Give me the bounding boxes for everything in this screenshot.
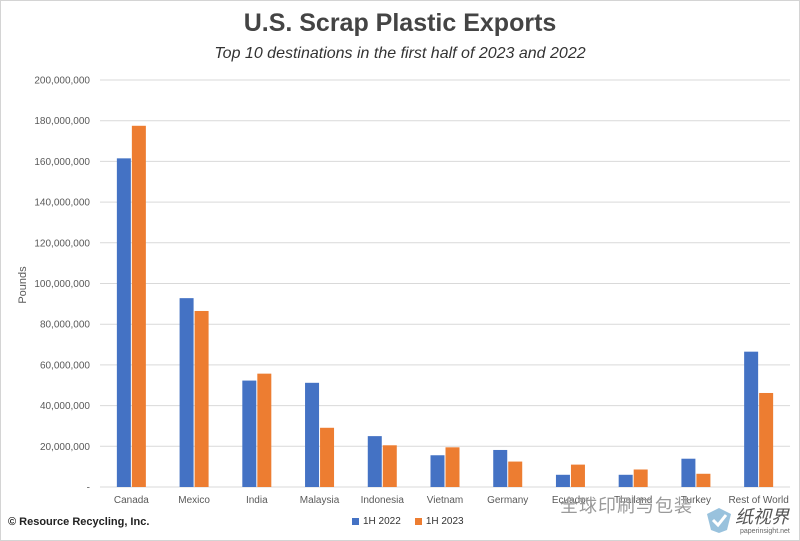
bars [116, 125, 774, 487]
x-tick-label: Malaysia [300, 495, 340, 506]
bar-rest-of-world-1h-2023 [759, 392, 774, 487]
legend-label-1h-2023: 1H 2023 [425, 516, 464, 527]
x-tick-label: Indonesia [361, 495, 405, 506]
x-tick-label: Turkey [681, 495, 711, 506]
bar-germany-1h-2022 [493, 449, 508, 487]
source-credit: © Resource Recycling, Inc. [8, 516, 150, 528]
y-tick-label: 100,000,000 [34, 279, 90, 290]
y-axis-label: Pounds [17, 266, 29, 304]
y-tick-label: 60,000,000 [40, 360, 90, 371]
x-tick-label: Ecuador [552, 495, 590, 506]
bar-ecuador-1h-2022 [555, 474, 570, 487]
bar-malaysia-1h-2022 [305, 382, 320, 487]
y-tick-label: 180,000,000 [34, 116, 90, 127]
x-tick-label: Thailand [614, 495, 652, 506]
bar-thailand-1h-2022 [618, 474, 633, 487]
legend-swatch-1h-2022 [352, 518, 359, 525]
y-tick-label: 140,000,000 [34, 198, 90, 209]
bar-indonesia-1h-2022 [367, 436, 382, 487]
bar-vietnam-1h-2022 [430, 455, 445, 487]
bar-canada-1h-2022 [116, 158, 131, 487]
y-tick-label: 80,000,000 [40, 320, 90, 331]
bar-turkey-1h-2022 [681, 458, 696, 487]
chart-subtitle: Top 10 destinations in the first half of… [214, 45, 586, 62]
x-tick-label: India [246, 495, 268, 506]
bar-rest-of-world-1h-2022 [744, 351, 759, 487]
y-axis-ticks: - 20,000,000 40,000,000 60,000,000 80,000,00… [34, 76, 90, 494]
watermark-logo-text: 纸视界 [735, 507, 789, 528]
bar-india-1h-2022 [242, 380, 257, 487]
y-tick-label: - [87, 483, 90, 494]
bar-mexico-1h-2022 [179, 298, 194, 487]
y-tick-label: 40,000,000 [40, 401, 90, 412]
bar-thailand-1h-2023 [633, 469, 648, 487]
bar-ecuador-1h-2023 [570, 464, 585, 487]
x-tick-label: Rest of World [728, 495, 788, 506]
x-tick-label: Vietnam [427, 495, 464, 506]
watermark-logo-icon [707, 508, 731, 533]
y-tick-label: 160,000,000 [34, 157, 90, 168]
legend-item-1h-2022: 1H 2022 [352, 516, 401, 527]
bar-canada-1h-2023 [131, 125, 146, 487]
legend-label-1h-2022: 1H 2022 [363, 516, 401, 527]
legend-item-1h-2023: 1H 2023 [414, 516, 464, 527]
legend-swatch-1h-2023 [414, 518, 422, 525]
bar-turkey-1h-2023 [696, 473, 711, 487]
gridlines [100, 79, 790, 488]
x-tick-label: Germany [487, 495, 528, 506]
x-tick-label: Canada [114, 495, 149, 506]
bar-germany-1h-2023 [508, 461, 523, 487]
x-tick-label: Mexico [178, 495, 210, 506]
watermark-brand: 全球印刷与包装 [560, 496, 693, 516]
bar-india-1h-2023 [257, 373, 272, 487]
legend: 1H 2022 1H 2023 [352, 516, 464, 527]
y-tick-label: 120,000,000 [34, 238, 90, 249]
y-tick-label: 20,000,000 [40, 442, 90, 453]
bar-mexico-1h-2023 [194, 310, 209, 487]
watermark-url: paperinsight.net [740, 528, 790, 535]
chart-title: U.S. Scrap Plastic Exports [243, 9, 557, 37]
bar-indonesia-1h-2023 [382, 445, 397, 487]
y-tick-label: 200,000,000 [34, 76, 90, 87]
x-axis-ticks: Canada Mexico India Malaysia Indonesia Vietna… [114, 495, 789, 506]
bar-malaysia-1h-2023 [320, 427, 335, 487]
bar-vietnam-1h-2023 [445, 447, 460, 487]
